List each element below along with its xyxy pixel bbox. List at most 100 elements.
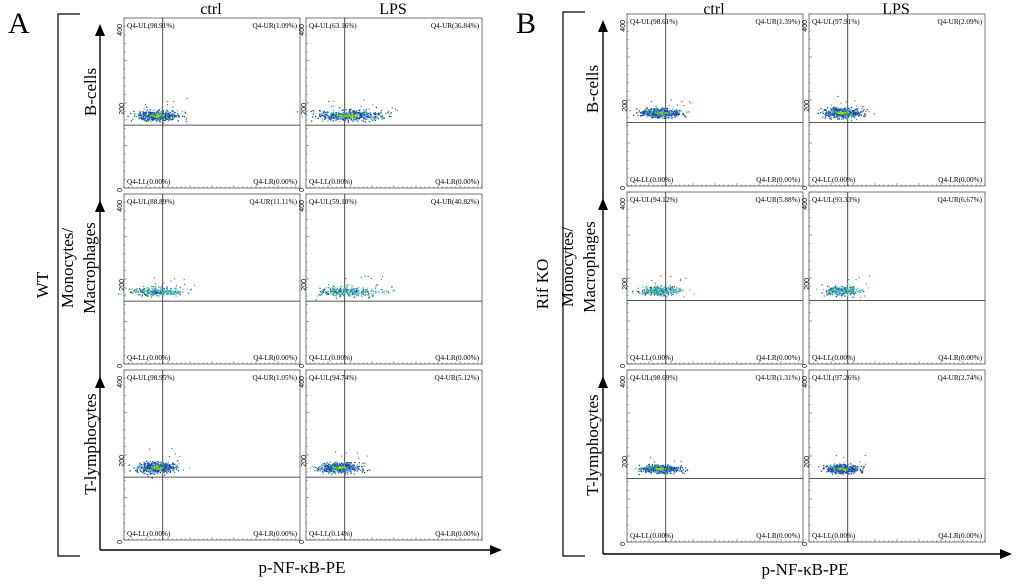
event-dot bbox=[334, 287, 335, 288]
event-dot bbox=[838, 117, 839, 118]
event-dot bbox=[149, 472, 150, 473]
event-dot bbox=[858, 115, 859, 116]
event-dot bbox=[337, 118, 338, 119]
event-dot bbox=[658, 117, 659, 118]
event-dot bbox=[345, 470, 346, 471]
event-dot bbox=[151, 286, 152, 287]
event-dot bbox=[846, 109, 847, 110]
event-dot bbox=[354, 288, 355, 289]
event-dot bbox=[654, 285, 655, 286]
event-dot bbox=[332, 472, 333, 473]
event-dot bbox=[364, 289, 365, 290]
event-dot bbox=[340, 468, 341, 469]
event-dot bbox=[180, 287, 181, 288]
event-dot bbox=[365, 109, 366, 110]
event-dot bbox=[325, 467, 326, 468]
event-dot bbox=[158, 286, 159, 287]
event-dot bbox=[837, 109, 838, 110]
event-dot bbox=[164, 294, 165, 295]
event-dot bbox=[158, 468, 159, 469]
event-dot bbox=[172, 469, 173, 470]
event-dot bbox=[357, 113, 358, 114]
event-dot bbox=[379, 292, 380, 293]
event-dot bbox=[363, 117, 364, 118]
event-dot bbox=[655, 114, 656, 115]
event-dot bbox=[372, 295, 373, 296]
event-dot bbox=[324, 113, 325, 114]
event-dot bbox=[362, 112, 363, 113]
event-dot bbox=[364, 276, 365, 277]
y-tick-label: 200 bbox=[119, 279, 126, 291]
event-dot bbox=[339, 107, 340, 108]
event-dot bbox=[665, 117, 666, 118]
event-dot bbox=[159, 291, 160, 292]
event-dot bbox=[118, 293, 119, 294]
event-dot bbox=[174, 288, 175, 289]
event-dot bbox=[371, 114, 372, 115]
event-dot bbox=[860, 111, 861, 112]
event-dot bbox=[324, 463, 325, 464]
y-arrowhead bbox=[598, 20, 608, 32]
event-dot bbox=[136, 471, 137, 472]
event-dot bbox=[330, 461, 331, 462]
event-dot bbox=[670, 285, 671, 286]
event-dot bbox=[156, 120, 157, 121]
event-dot bbox=[660, 276, 661, 277]
event-dot bbox=[149, 449, 150, 450]
event-dot bbox=[348, 120, 349, 121]
event-dot bbox=[344, 293, 345, 294]
event-dot bbox=[143, 462, 144, 463]
event-dot bbox=[126, 119, 127, 120]
event-dot bbox=[336, 298, 337, 299]
event-dot bbox=[823, 113, 824, 114]
event-dot bbox=[166, 293, 167, 294]
event-dot bbox=[390, 116, 391, 117]
event-dot bbox=[183, 289, 184, 290]
event-dot bbox=[862, 110, 863, 111]
event-dot bbox=[168, 120, 169, 121]
event-dot bbox=[848, 117, 849, 118]
event-dot bbox=[834, 114, 835, 115]
event-dot bbox=[148, 292, 149, 293]
plot-frame bbox=[124, 18, 300, 188]
event-dot bbox=[387, 112, 388, 113]
event-dot bbox=[321, 293, 322, 294]
event-dot bbox=[358, 468, 359, 469]
event-dot bbox=[359, 466, 360, 467]
event-dot bbox=[333, 288, 334, 289]
event-dot bbox=[148, 289, 149, 290]
event-dot bbox=[685, 116, 686, 117]
event-dot bbox=[365, 112, 366, 113]
event-dot bbox=[827, 115, 828, 116]
event-dot bbox=[851, 120, 852, 121]
event-dot bbox=[661, 111, 662, 112]
event-dot bbox=[349, 462, 350, 463]
event-dot bbox=[339, 470, 340, 471]
event-dot bbox=[361, 114, 362, 115]
event-dot bbox=[850, 111, 851, 112]
event-dot bbox=[147, 468, 148, 469]
event-dot bbox=[673, 290, 674, 291]
event-dot bbox=[168, 292, 169, 293]
event-dot bbox=[846, 117, 847, 118]
event-dot bbox=[381, 116, 382, 117]
event-dot bbox=[347, 285, 348, 286]
event-dot bbox=[352, 469, 353, 470]
event-dot bbox=[862, 106, 863, 107]
event-dot bbox=[154, 113, 155, 114]
event-dot bbox=[366, 119, 367, 120]
event-dot bbox=[864, 116, 865, 117]
event-dot bbox=[160, 466, 161, 467]
event-dot bbox=[363, 289, 364, 290]
quadrant-ll-label: Q4-LL(0.00%) bbox=[309, 354, 353, 362]
quadrant-ur-label: Q4-UR(1.39%) bbox=[755, 18, 800, 26]
event-dot bbox=[333, 464, 334, 465]
event-dot bbox=[331, 287, 332, 288]
event-dot bbox=[330, 464, 331, 465]
event-dot bbox=[642, 115, 643, 116]
event-dot bbox=[375, 293, 376, 294]
event-dot bbox=[675, 292, 676, 293]
event-dot bbox=[842, 112, 843, 113]
event-dot bbox=[149, 119, 150, 120]
